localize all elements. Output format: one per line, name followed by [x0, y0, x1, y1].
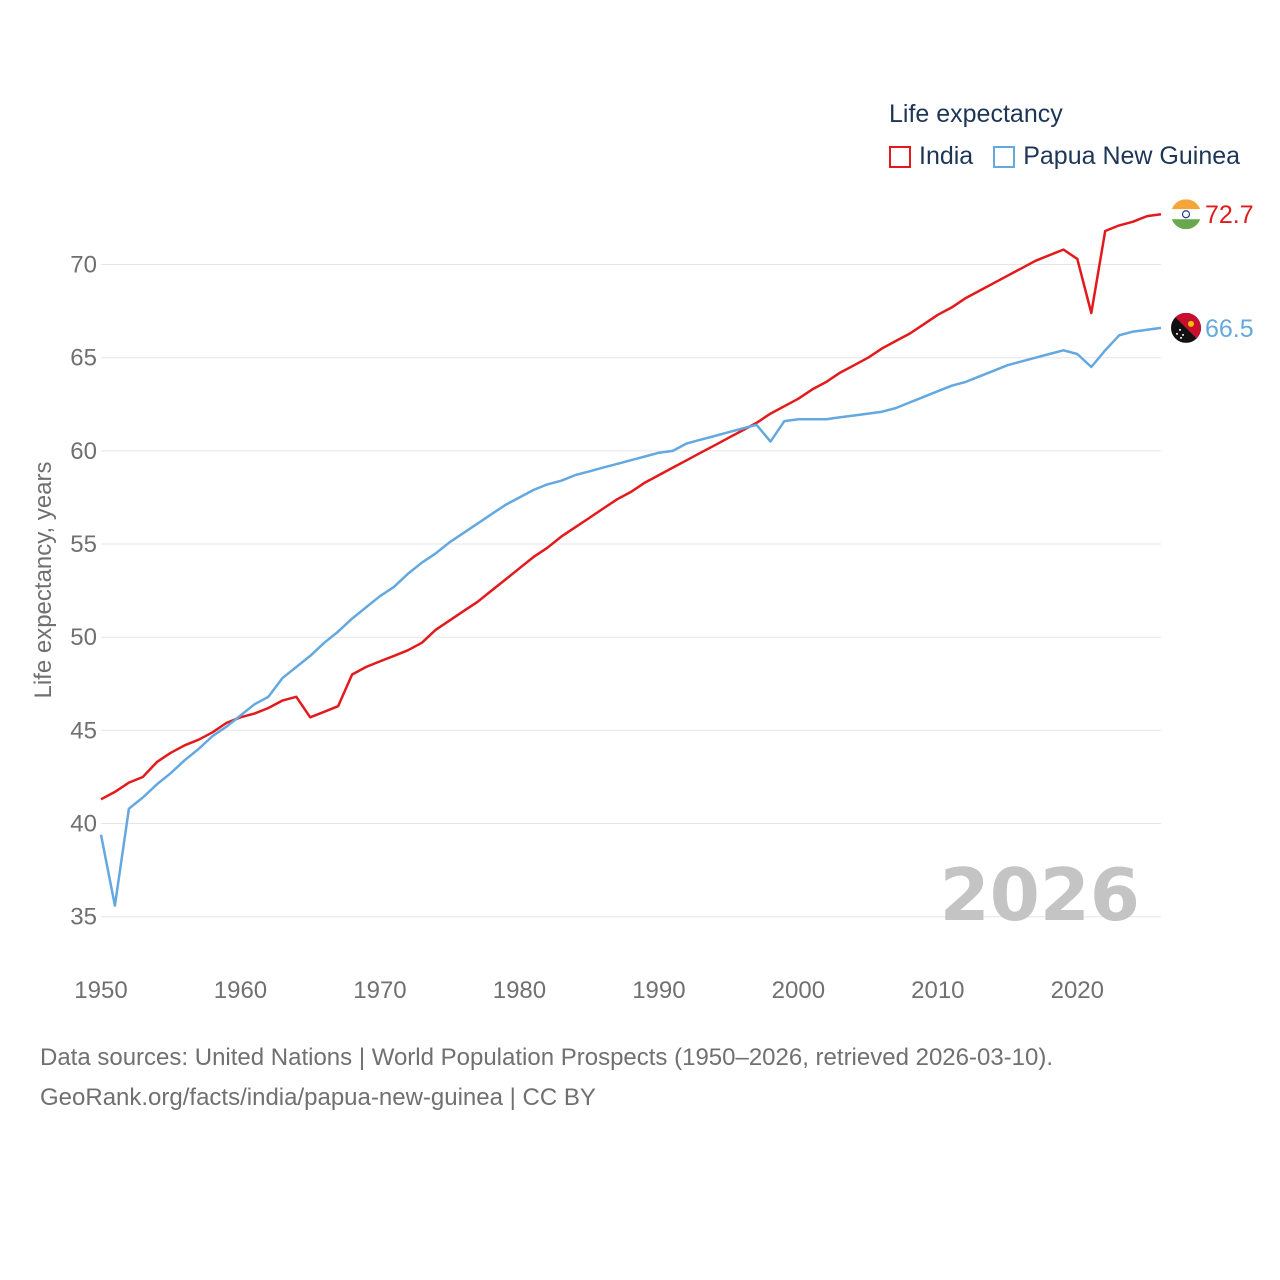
end-label-papua-new-guinea: 66.5 — [1205, 315, 1254, 343]
legend-title: Life expectancy — [889, 100, 1063, 128]
y-axis-ticks: 35 40 45 50 55 60 65 70 — [70, 252, 97, 931]
x-tick-2000: 2000 — [772, 977, 825, 1004]
x-tick-1980: 1980 — [493, 977, 546, 1004]
legend-item-india[interactable]: India — [889, 142, 973, 171]
x-tick-1990: 1990 — [632, 977, 685, 1004]
series-end-markers: 72.7 66.5 — [1171, 199, 1254, 343]
series-line-papua-new-guinea — [99, 326, 1162, 907]
x-axis-ticks: 1950 1960 1970 1980 1990 2000 2010 2020 — [74, 977, 1104, 1004]
grid-lines — [101, 264, 1161, 918]
series-line-india — [100, 212, 1162, 801]
flag-icon-papua-new-guinea — [1171, 312, 1201, 343]
x-tick-2020: 2020 — [1051, 977, 1104, 1004]
legend-label-india: India — [919, 142, 974, 170]
legend-swatch-india — [889, 145, 911, 168]
y-tick-50: 50 — [70, 624, 97, 651]
y-tick-40: 40 — [70, 811, 97, 838]
series-lines — [99, 212, 1162, 907]
end-label-india: 72.7 — [1205, 201, 1254, 229]
y-tick-55: 55 — [70, 531, 97, 558]
legend-swatch-papua-new-guinea — [993, 145, 1016, 168]
y-tick-35: 35 — [70, 904, 97, 931]
y-axis-label: Life expectancy, years — [30, 461, 57, 698]
x-tick-1950: 1950 — [74, 977, 127, 1004]
x-tick-2010: 2010 — [911, 977, 964, 1004]
footer-sources: Data sources: United Nations | World Pop… — [40, 1044, 1054, 1071]
y-tick-60: 60 — [70, 438, 97, 465]
y-tick-65: 65 — [70, 345, 97, 372]
footer-credit[interactable]: GeoRank.org/facts/india/papua-new-guinea… — [40, 1084, 596, 1111]
x-tick-1970: 1970 — [353, 977, 406, 1004]
x-tick-1960: 1960 — [214, 977, 267, 1004]
legend-label-papua-new-guinea: Papua New Guinea — [1023, 142, 1241, 170]
y-tick-70: 70 — [70, 252, 97, 279]
flag-icon-india — [1171, 199, 1201, 230]
legend: India Papua New Guinea — [889, 142, 1260, 171]
legend-item-papua-new-guinea[interactable]: Papua New Guinea — [993, 142, 1240, 171]
year-watermark: 2026 — [940, 853, 1140, 937]
y-tick-45: 45 — [70, 717, 97, 744]
